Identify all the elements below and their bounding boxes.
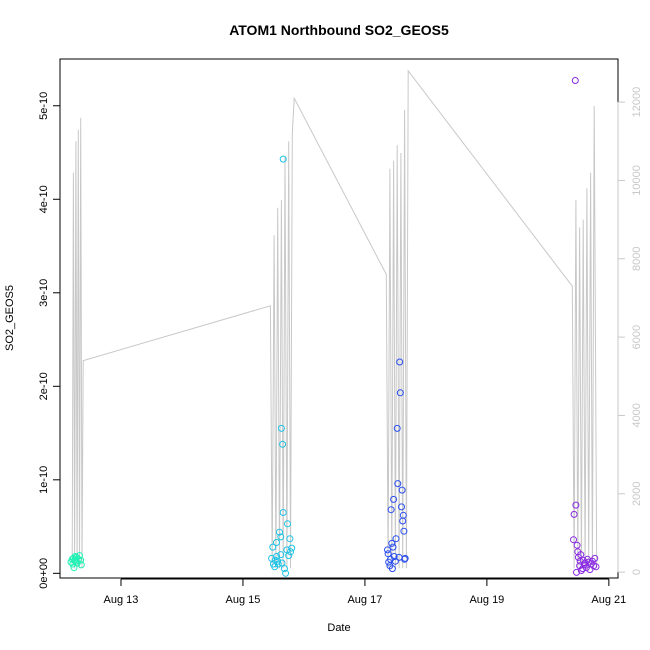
data-point — [398, 503, 405, 511]
data-point — [278, 559, 286, 567]
data-point — [399, 511, 407, 519]
data-point — [277, 424, 285, 432]
data-point — [586, 566, 594, 574]
y-tick-label: 4e-10 — [38, 185, 50, 213]
data-point — [394, 480, 402, 488]
data-points — [67, 77, 600, 577]
x-tick-label: Aug 13 — [104, 594, 139, 606]
right-tick-label: 0 — [631, 569, 643, 575]
data-point — [77, 561, 85, 569]
data-point — [279, 509, 287, 516]
data-point — [269, 543, 277, 551]
data-point — [273, 553, 280, 560]
x-tick-label: Aug 15 — [226, 594, 261, 606]
data-point — [571, 77, 579, 84]
data-point — [570, 510, 578, 518]
data-point — [401, 554, 409, 562]
data-point — [579, 565, 587, 573]
y-axis-label: SO2_GEOS5 — [4, 285, 16, 351]
data-point — [70, 564, 78, 572]
x-axis: Aug 13 Aug 15 Aug 17 Aug 19 Aug 21 — [104, 578, 626, 606]
data-point — [573, 541, 581, 549]
data-point — [285, 552, 293, 560]
data-point — [274, 560, 282, 568]
right-tick-label: 8000 — [631, 247, 643, 271]
data-point — [396, 358, 404, 366]
data-point — [279, 155, 287, 163]
y-tick-label: 3e-10 — [38, 279, 50, 307]
data-point — [273, 539, 280, 546]
data-point — [280, 565, 288, 573]
data-point — [390, 553, 398, 560]
data-point — [391, 557, 399, 565]
data-point — [388, 565, 396, 573]
x-tick-label: Aug 17 — [347, 594, 382, 606]
data-point — [393, 424, 401, 432]
data-point — [384, 550, 392, 558]
data-point — [582, 564, 590, 572]
data-point — [576, 557, 584, 565]
data-point — [570, 536, 577, 544]
data-point — [390, 495, 398, 503]
right-altitude-axis: 0 2000 4000 6000 8000 10000 12000 — [617, 87, 643, 575]
data-point — [77, 556, 85, 564]
data-point — [277, 533, 285, 541]
data-point — [286, 535, 294, 543]
x-tick-label: Aug 19 — [469, 594, 504, 606]
x-axis-label: Date — [327, 622, 350, 634]
data-point — [279, 440, 287, 448]
data-point — [276, 528, 283, 536]
data-point — [396, 389, 404, 397]
data-point — [284, 520, 291, 528]
data-point — [592, 563, 600, 571]
right-tick-label: 6000 — [631, 325, 643, 349]
altitude-track — [71, 69, 598, 569]
right-tick-label: 10000 — [631, 165, 643, 196]
data-point — [392, 535, 400, 543]
data-point — [400, 527, 408, 535]
data-point — [277, 551, 285, 559]
data-point — [282, 569, 290, 577]
data-point — [387, 506, 395, 514]
data-point — [76, 552, 83, 560]
data-point — [274, 557, 282, 565]
right-tick-label: 12000 — [631, 87, 643, 118]
y-tick-label: 1e-10 — [38, 466, 50, 494]
y-tick-label: 2e-10 — [38, 372, 50, 400]
chart-title: ATOM1 Northbound SO2_GEOS5 — [229, 22, 449, 38]
altitude-track-line — [71, 69, 598, 569]
data-point — [577, 551, 585, 559]
x-tick-label: Aug 21 — [591, 594, 626, 606]
y-tick-label: 0e+00 — [38, 558, 50, 589]
right-tick-label: 4000 — [631, 403, 643, 427]
y-axis: 0e+00 1e-10 2e-10 3e-10 4e-10 5e-10 — [38, 92, 61, 589]
data-point — [591, 554, 599, 562]
data-point — [398, 486, 406, 494]
y-tick-label: 5e-10 — [38, 92, 50, 120]
right-tick-label: 2000 — [631, 482, 643, 506]
data-point — [573, 568, 580, 576]
data-point — [572, 501, 580, 509]
data-point — [287, 548, 294, 556]
data-point — [388, 539, 396, 547]
plot-box — [59, 58, 619, 579]
data-point — [389, 543, 397, 551]
data-point — [384, 546, 391, 554]
data-point — [288, 544, 296, 552]
